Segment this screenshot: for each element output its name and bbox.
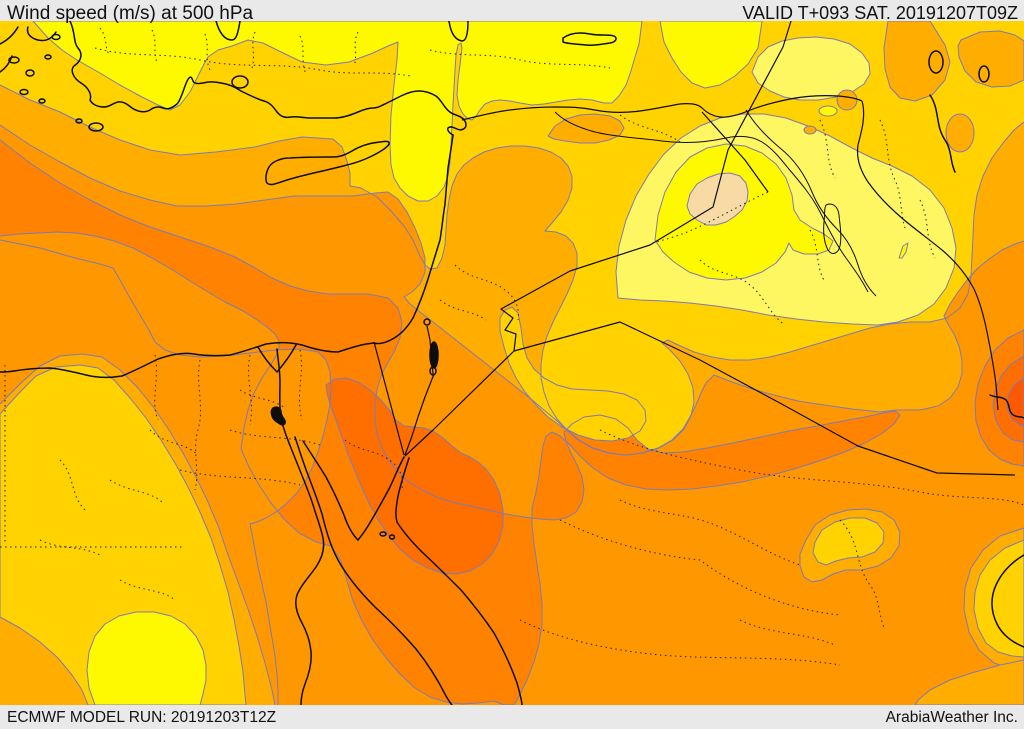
svg-text:ECMWF MODEL RUN: 20191203T12Z: ECMWF MODEL RUN: 20191203T12Z <box>7 709 276 726</box>
svg-text:ArabiaWeather Inc.: ArabiaWeather Inc. <box>886 709 1018 726</box>
svg-text:VALID T+093 SAT. 20191207T09Z: VALID T+093 SAT. 20191207T09Z <box>742 3 1018 23</box>
svg-text:Wind speed (m/s) at 500 hPa: Wind speed (m/s) at 500 hPa <box>7 3 253 24</box>
